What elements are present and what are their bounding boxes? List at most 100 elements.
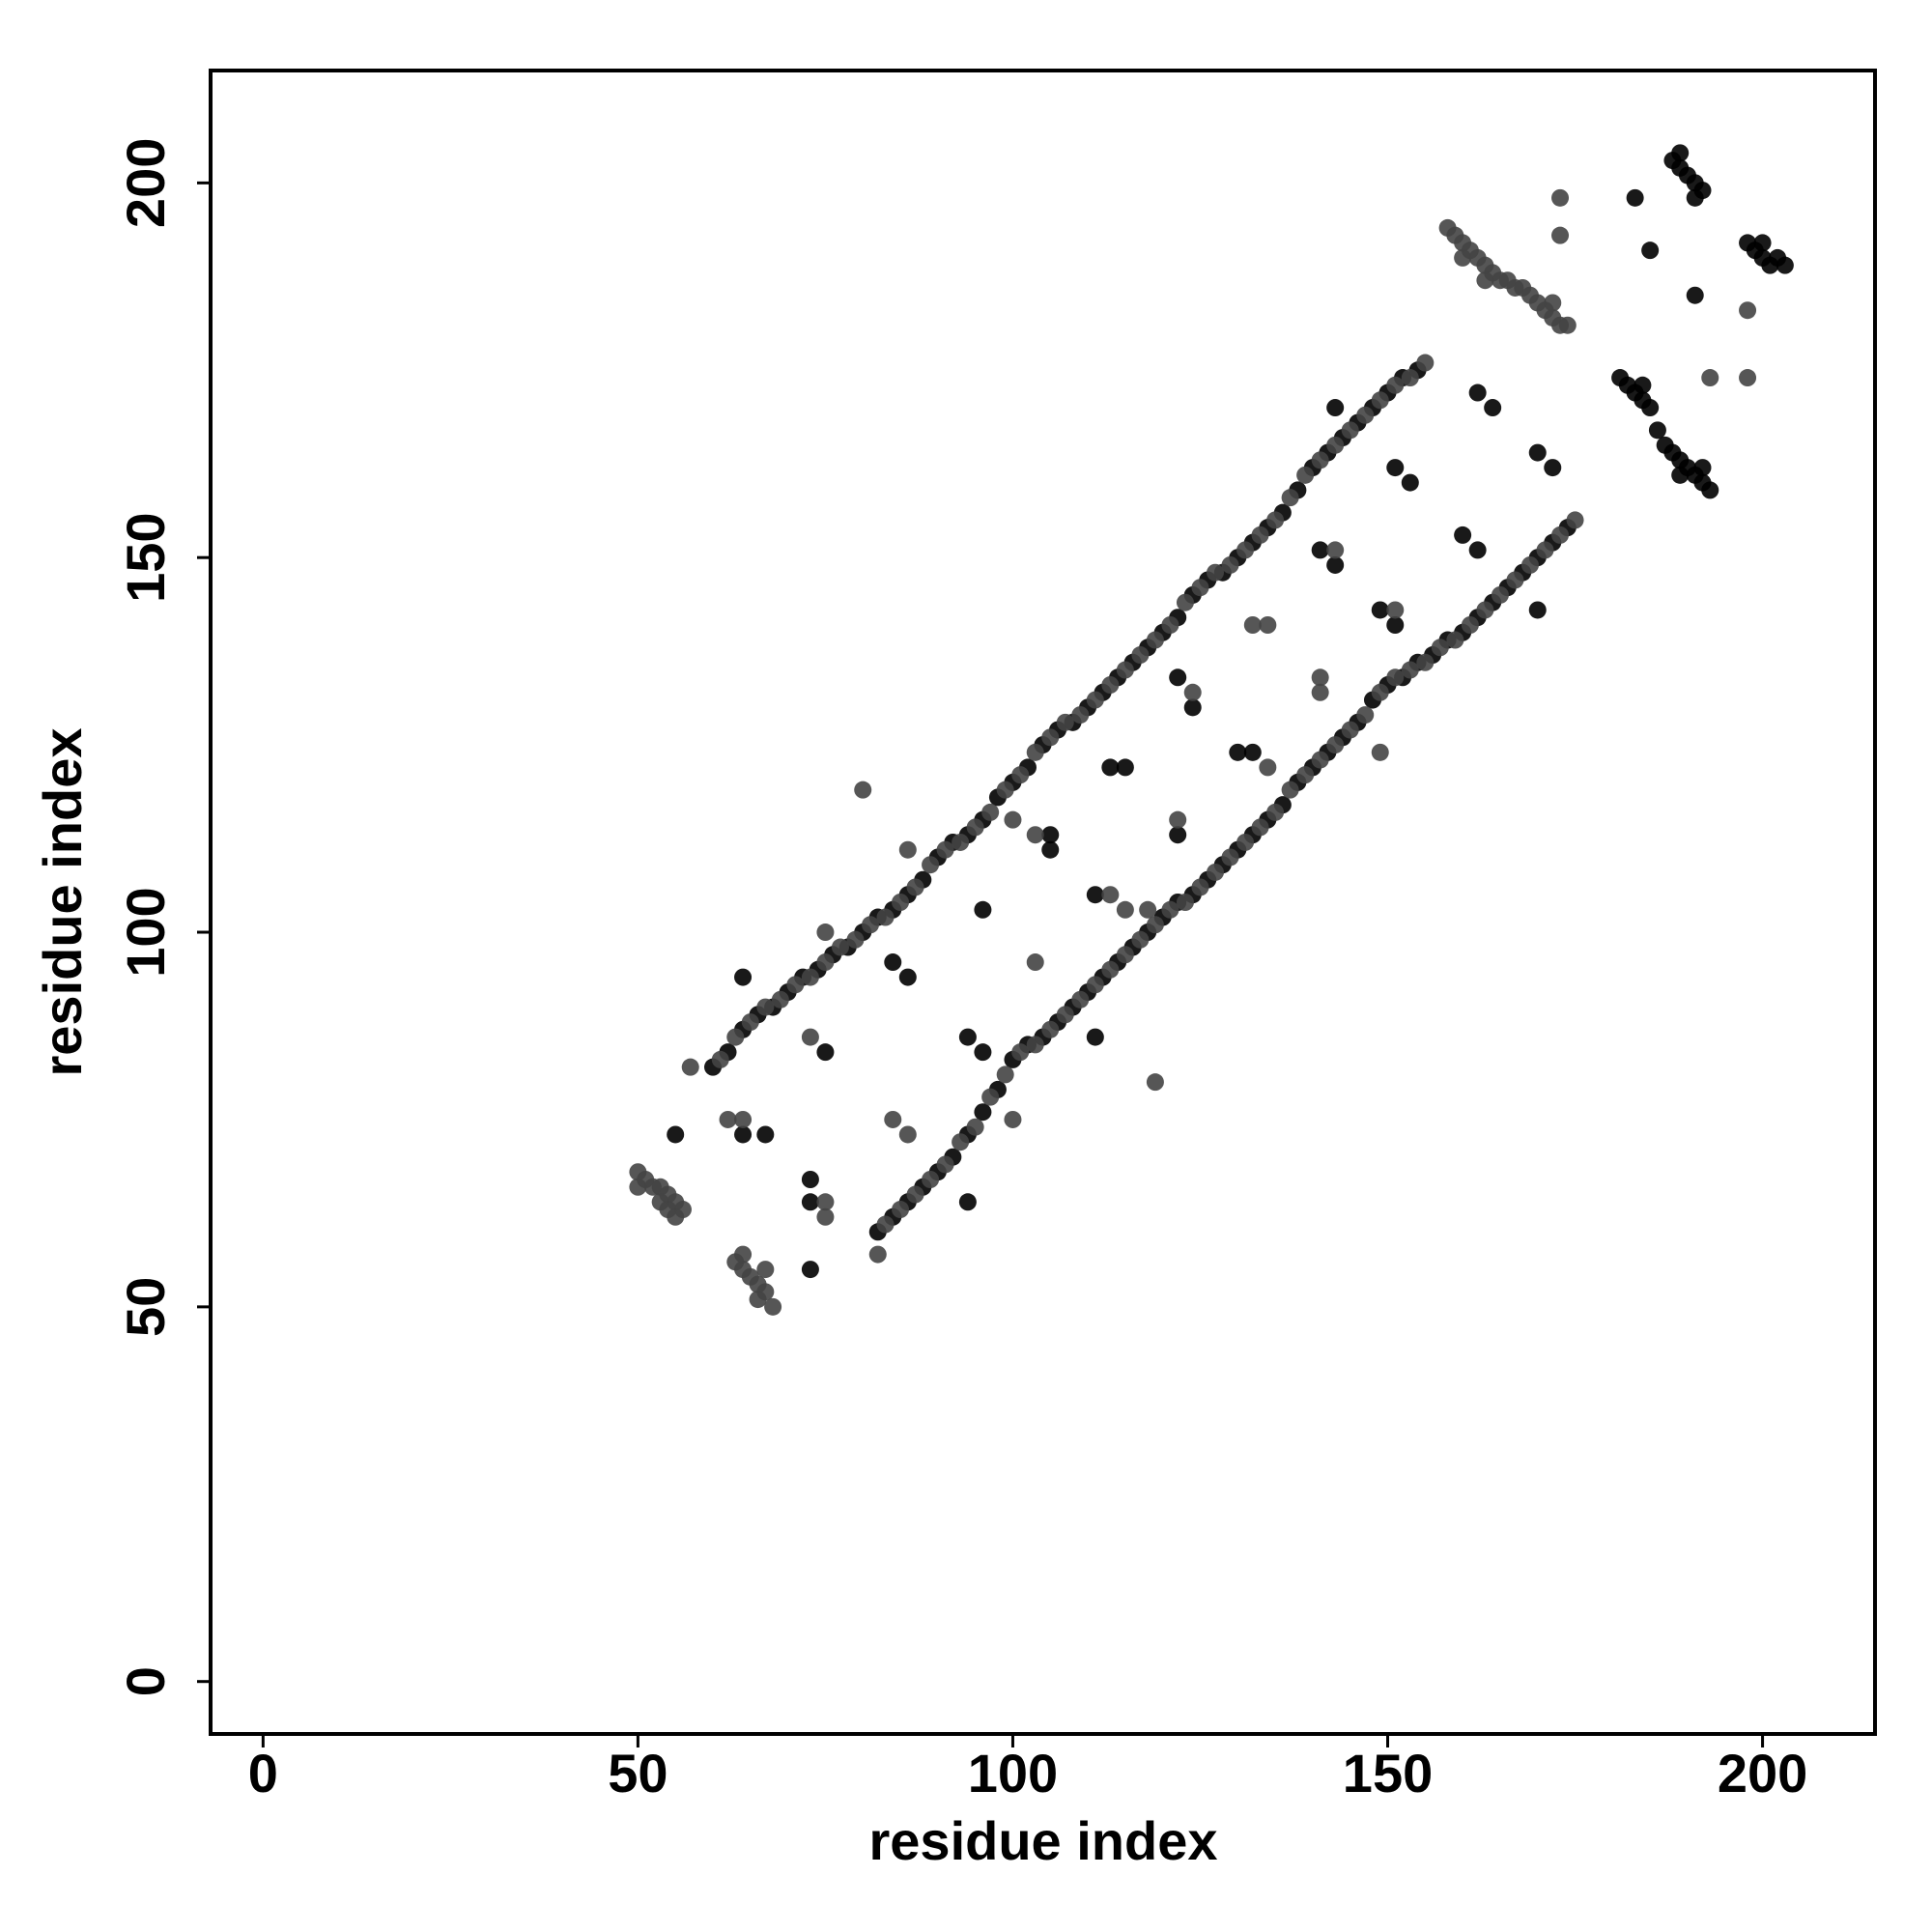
point bbox=[1491, 585, 1509, 604]
point bbox=[1026, 953, 1044, 972]
point bbox=[1146, 916, 1164, 934]
point bbox=[711, 1050, 729, 1068]
point bbox=[876, 1215, 895, 1234]
point bbox=[1041, 826, 1060, 844]
y-axis-title: residue index bbox=[32, 727, 93, 1076]
point bbox=[1536, 541, 1554, 559]
point bbox=[1371, 601, 1389, 619]
point bbox=[786, 976, 805, 994]
point bbox=[1416, 653, 1435, 671]
point bbox=[1326, 399, 1345, 417]
point bbox=[734, 1110, 753, 1128]
point bbox=[974, 1103, 992, 1122]
point bbox=[1311, 541, 1329, 559]
point bbox=[1086, 886, 1104, 904]
point bbox=[996, 1065, 1014, 1084]
point bbox=[1544, 294, 1562, 312]
point bbox=[1176, 894, 1194, 911]
point bbox=[1476, 271, 1494, 290]
point bbox=[1326, 541, 1345, 559]
point bbox=[1326, 736, 1345, 754]
point bbox=[1026, 826, 1044, 844]
point bbox=[876, 908, 895, 926]
point bbox=[898, 968, 917, 986]
point bbox=[1207, 563, 1225, 582]
point bbox=[1011, 1043, 1030, 1062]
plot-frame bbox=[209, 69, 1877, 1736]
point bbox=[1326, 436, 1345, 454]
point bbox=[1566, 511, 1584, 529]
point bbox=[756, 1261, 775, 1279]
point bbox=[1634, 376, 1652, 394]
point bbox=[1551, 226, 1570, 244]
x-tick-label: 0 bbox=[248, 1743, 278, 1804]
y-tick-label: 200 bbox=[115, 138, 176, 228]
point bbox=[981, 1088, 1000, 1106]
point bbox=[1551, 188, 1570, 207]
point bbox=[892, 894, 910, 911]
point bbox=[966, 818, 984, 837]
point bbox=[1468, 541, 1487, 559]
point bbox=[854, 781, 872, 799]
point bbox=[1161, 900, 1179, 919]
point bbox=[1116, 661, 1134, 679]
point bbox=[1528, 443, 1547, 462]
point bbox=[1753, 234, 1772, 252]
point bbox=[667, 1208, 685, 1226]
point bbox=[1011, 766, 1030, 784]
point bbox=[1739, 301, 1757, 320]
point bbox=[1551, 526, 1570, 544]
point bbox=[1207, 863, 1225, 881]
point bbox=[1296, 766, 1315, 784]
point bbox=[741, 1013, 759, 1032]
point bbox=[1641, 399, 1660, 417]
point bbox=[734, 1125, 753, 1144]
point bbox=[816, 923, 835, 942]
point bbox=[1056, 1006, 1074, 1024]
point bbox=[1026, 1036, 1044, 1054]
point bbox=[1558, 316, 1577, 334]
point bbox=[1371, 391, 1389, 410]
point bbox=[1454, 248, 1472, 267]
point bbox=[1520, 555, 1539, 574]
point bbox=[1311, 751, 1329, 769]
x-tick-label: 150 bbox=[1343, 1743, 1433, 1804]
point bbox=[868, 1245, 887, 1264]
y-tick-label: 150 bbox=[115, 512, 176, 602]
point bbox=[1356, 406, 1375, 424]
point bbox=[1086, 1028, 1104, 1046]
point bbox=[801, 1261, 819, 1279]
point bbox=[974, 900, 992, 919]
point bbox=[906, 878, 924, 896]
point bbox=[831, 938, 849, 956]
point bbox=[1146, 631, 1164, 649]
point bbox=[816, 1043, 835, 1062]
point bbox=[1236, 833, 1255, 851]
point bbox=[1506, 571, 1524, 589]
point bbox=[1056, 713, 1074, 731]
point bbox=[1544, 459, 1562, 477]
point bbox=[1169, 668, 1187, 687]
point bbox=[1739, 369, 1757, 387]
point bbox=[1266, 511, 1285, 529]
point bbox=[1701, 369, 1719, 387]
point bbox=[981, 803, 1000, 821]
point bbox=[1416, 354, 1435, 372]
point bbox=[922, 856, 940, 874]
point bbox=[922, 1171, 940, 1188]
point bbox=[892, 1201, 910, 1219]
point bbox=[1101, 676, 1120, 695]
point bbox=[1071, 706, 1090, 724]
point bbox=[1431, 639, 1449, 657]
point bbox=[756, 1125, 775, 1144]
point bbox=[1086, 976, 1104, 994]
point bbox=[861, 916, 879, 934]
point bbox=[1648, 421, 1666, 440]
point bbox=[1701, 481, 1719, 499]
point bbox=[996, 781, 1014, 799]
point bbox=[1686, 188, 1704, 207]
point bbox=[1356, 706, 1375, 724]
point bbox=[1004, 810, 1022, 829]
point bbox=[1259, 616, 1277, 634]
